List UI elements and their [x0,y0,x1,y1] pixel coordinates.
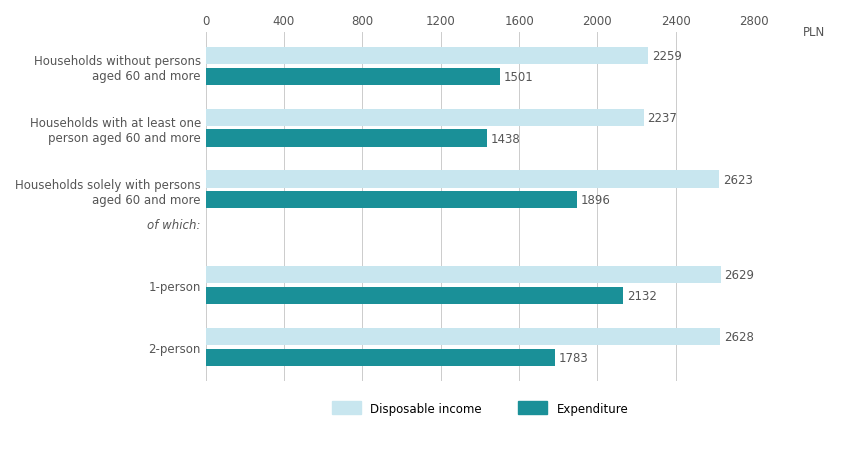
Text: 1896: 1896 [580,194,611,207]
Bar [205,48,648,65]
Text: 2629: 2629 [724,269,754,282]
Bar [205,130,488,148]
Text: 1438: 1438 [491,132,520,145]
Text: 1501: 1501 [503,70,533,84]
Text: 2237: 2237 [648,111,677,125]
Bar [205,288,624,305]
Text: 1783: 1783 [559,351,588,364]
Bar [205,267,721,284]
Bar [205,171,720,188]
Text: 2623: 2623 [723,173,753,186]
Bar [205,192,577,209]
Bar [205,109,643,127]
Bar [205,69,500,86]
Text: 2628: 2628 [724,330,754,343]
Bar [205,328,721,346]
Text: PLN: PLN [803,26,825,40]
Bar [205,349,555,366]
Text: 2259: 2259 [652,50,682,63]
Legend: Disposable income, Expenditure: Disposable income, Expenditure [326,395,634,421]
Text: 2132: 2132 [627,289,656,302]
